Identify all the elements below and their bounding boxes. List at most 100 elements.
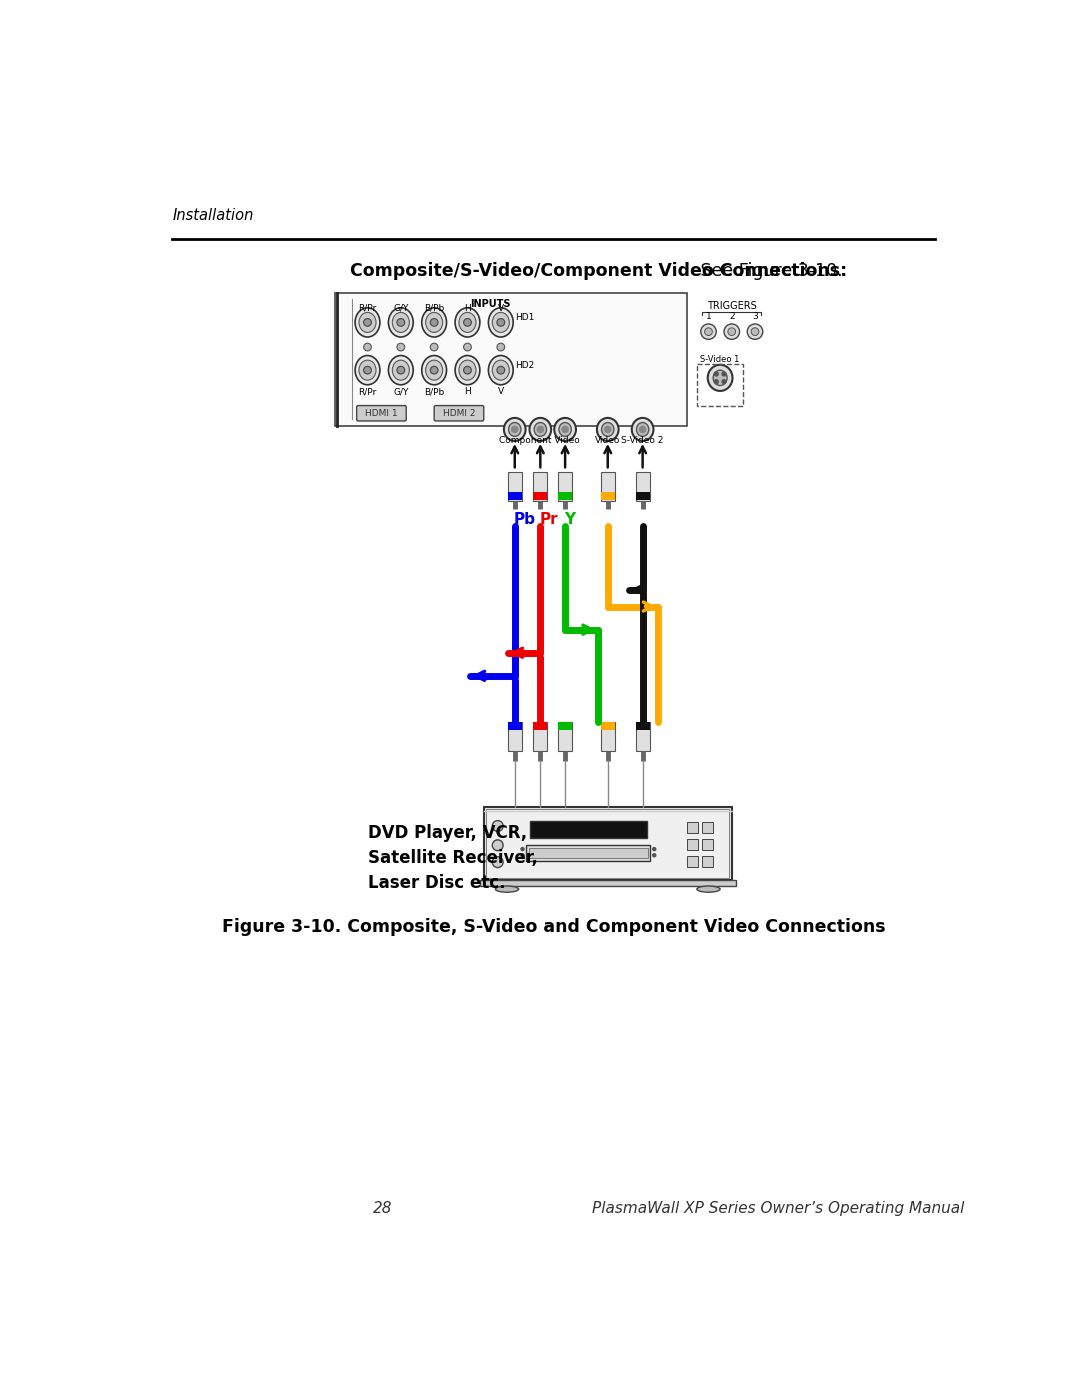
Ellipse shape: [355, 307, 380, 337]
Text: G/Y: G/Y: [393, 387, 408, 397]
Bar: [697, 365, 743, 407]
Text: See Figure 3-10.: See Figure 3-10.: [696, 261, 843, 279]
Ellipse shape: [509, 422, 521, 436]
Circle shape: [652, 848, 656, 851]
Bar: [486, 809, 729, 877]
Text: R/Pr: R/Pr: [359, 305, 377, 313]
Ellipse shape: [422, 307, 446, 337]
Text: S-Video 2: S-Video 2: [621, 436, 664, 446]
Ellipse shape: [632, 418, 653, 441]
Bar: [702, 856, 713, 866]
Circle shape: [497, 344, 504, 351]
Circle shape: [728, 328, 735, 335]
Text: 3: 3: [752, 313, 758, 321]
Bar: [600, 722, 615, 752]
Ellipse shape: [707, 365, 732, 391]
Bar: [534, 722, 548, 729]
Text: H: H: [464, 387, 471, 397]
Circle shape: [364, 344, 372, 351]
Text: Component Video: Component Video: [499, 436, 580, 446]
Bar: [526, 845, 650, 861]
Circle shape: [463, 344, 471, 351]
Bar: [702, 823, 713, 833]
Text: TRIGGERS: TRIGGERS: [707, 300, 757, 312]
Circle shape: [364, 366, 372, 374]
Text: HDMI 2: HDMI 2: [443, 409, 475, 418]
Bar: [534, 722, 548, 752]
Circle shape: [714, 372, 718, 376]
Text: 1: 1: [705, 313, 712, 321]
Ellipse shape: [697, 886, 720, 893]
Circle shape: [430, 344, 438, 351]
Bar: [534, 472, 548, 502]
Ellipse shape: [636, 422, 649, 436]
Circle shape: [463, 319, 471, 327]
Bar: [687, 856, 698, 866]
Text: V: V: [498, 305, 504, 313]
Ellipse shape: [459, 313, 476, 332]
Circle shape: [639, 426, 646, 433]
Ellipse shape: [392, 313, 409, 332]
Bar: [484, 806, 732, 880]
Bar: [636, 722, 649, 729]
Ellipse shape: [455, 307, 480, 337]
Ellipse shape: [496, 886, 518, 893]
Text: R/Pr: R/Pr: [359, 387, 377, 397]
Text: INPUTS: INPUTS: [470, 299, 510, 309]
Circle shape: [701, 324, 716, 339]
Text: Figure 3-10. Composite, S-Video and Component Video Connections: Figure 3-10. Composite, S-Video and Comp…: [221, 918, 886, 936]
Bar: [600, 722, 615, 729]
Bar: [558, 472, 572, 502]
Bar: [600, 472, 615, 502]
Text: HDMI 1: HDMI 1: [365, 409, 397, 418]
Ellipse shape: [426, 360, 443, 380]
Text: Y: Y: [565, 511, 576, 527]
Circle shape: [497, 366, 504, 374]
Ellipse shape: [488, 355, 513, 384]
Text: HD1: HD1: [515, 313, 535, 323]
Bar: [508, 722, 522, 752]
Bar: [335, 293, 687, 426]
Circle shape: [537, 426, 543, 433]
Circle shape: [605, 426, 611, 433]
Circle shape: [397, 344, 405, 351]
Ellipse shape: [492, 313, 510, 332]
Bar: [558, 722, 572, 752]
Text: 2: 2: [729, 313, 734, 321]
Ellipse shape: [504, 418, 526, 441]
Text: DVD Player, VCR,
Satellite Receiver,
Laser Disc etc.: DVD Player, VCR, Satellite Receiver, Las…: [367, 824, 538, 891]
Ellipse shape: [713, 370, 727, 386]
Circle shape: [521, 848, 524, 851]
Bar: [558, 722, 572, 729]
Ellipse shape: [389, 355, 414, 384]
Circle shape: [430, 319, 438, 327]
Bar: [687, 823, 698, 833]
FancyBboxPatch shape: [356, 405, 406, 420]
Circle shape: [714, 380, 718, 384]
Circle shape: [724, 324, 740, 339]
Circle shape: [562, 426, 568, 433]
Bar: [600, 492, 615, 500]
Bar: [636, 472, 649, 502]
Circle shape: [747, 324, 762, 339]
Circle shape: [723, 372, 726, 376]
Ellipse shape: [559, 422, 571, 436]
Bar: [702, 840, 713, 849]
Circle shape: [492, 820, 503, 831]
Circle shape: [492, 840, 503, 851]
Circle shape: [652, 854, 656, 856]
Text: S-Video 1: S-Video 1: [701, 355, 740, 365]
Ellipse shape: [602, 422, 613, 436]
Text: Pb: Pb: [514, 511, 536, 527]
Text: G/Y: G/Y: [393, 305, 408, 313]
Ellipse shape: [392, 360, 409, 380]
Text: V: V: [498, 387, 504, 397]
Circle shape: [492, 856, 503, 868]
Circle shape: [397, 366, 405, 374]
Circle shape: [397, 319, 405, 327]
Bar: [558, 492, 572, 500]
Ellipse shape: [359, 360, 376, 380]
Ellipse shape: [529, 418, 551, 441]
Ellipse shape: [426, 313, 443, 332]
Circle shape: [430, 366, 438, 374]
